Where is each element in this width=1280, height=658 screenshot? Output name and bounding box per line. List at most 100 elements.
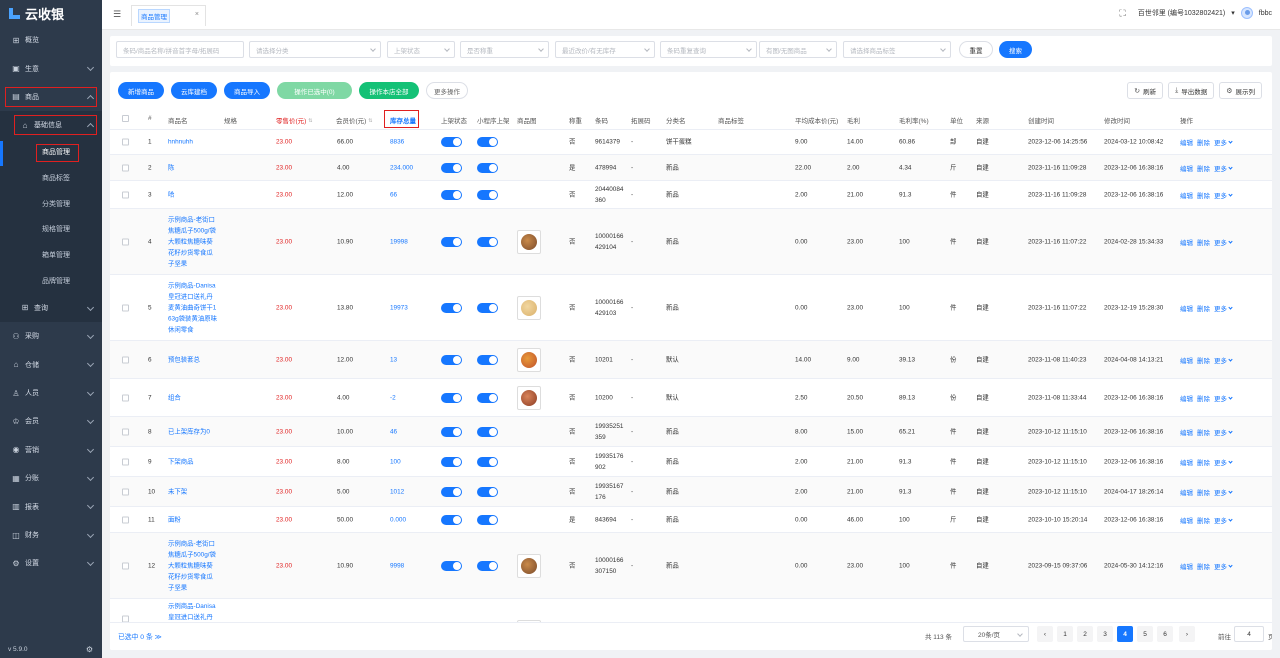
edit-link[interactable]: 编辑 [1180, 459, 1193, 467]
page-6[interactable]: 6 [1157, 626, 1173, 642]
more-link[interactable]: 更多 [1214, 303, 1233, 313]
edit-link[interactable]: 编辑 [1180, 563, 1193, 571]
row-checkbox[interactable] [122, 516, 129, 523]
more-link[interactable]: 更多 [1214, 190, 1233, 200]
cell-name[interactable]: 示例商品-Danisa皇冠进口送礼丹麦黄油曲奇饼干163g袋装黄油原味休闲零食 [168, 282, 218, 333]
edit-link[interactable]: 编辑 [1180, 140, 1193, 147]
mini-program-toggle[interactable] [477, 189, 498, 200]
cell-name[interactable]: 面粉 [168, 516, 181, 523]
mini-program-toggle[interactable] [477, 354, 498, 365]
cell-name[interactable]: 示例商品-老街口焦糖瓜子500g/袋大颗粒焦糖味葵花籽炒货零食瓜子坚果 [168, 216, 216, 267]
cell-stock[interactable]: 13 [390, 356, 398, 363]
row-checkbox[interactable] [122, 394, 129, 401]
sidebar-item-basic-info[interactable]: ⌂ 基础信息 [0, 111, 102, 139]
cell-name[interactable]: 示例商品-Danisa皇冠进口送礼丹 [168, 603, 216, 621]
shelf-status-select[interactable]: 上架状态 [387, 41, 455, 58]
batch-all-button[interactable]: 操作本店全部 [359, 82, 419, 99]
shelf-toggle[interactable] [441, 162, 462, 173]
edit-link[interactable]: 编辑 [1180, 357, 1193, 365]
close-icon[interactable]: × [194, 11, 199, 18]
user-name[interactable]: fbbc [1258, 9, 1272, 17]
page-1[interactable]: 1 [1057, 626, 1073, 642]
cell-stock[interactable]: 8836 [390, 138, 405, 146]
shelf-toggle[interactable] [441, 189, 462, 200]
page-size-select[interactable]: 20条/页 [963, 626, 1029, 642]
row-checkbox[interactable] [122, 191, 129, 198]
cell-stock[interactable]: 19973 [390, 304, 408, 311]
delete-link[interactable]: 删除 [1197, 489, 1210, 497]
export-button[interactable]: ⤓ 导出数据 [1168, 82, 1215, 99]
product-image[interactable] [517, 229, 541, 254]
row-checkbox[interactable] [122, 562, 129, 569]
edit-link[interactable]: 编辑 [1180, 429, 1193, 437]
sidebar-item-staff[interactable]: ♙ 人员 [0, 379, 102, 407]
mini-program-toggle[interactable] [477, 426, 498, 437]
sidebar-item-overview[interactable]: ⊞ 概览 [0, 26, 102, 54]
sidebar-item-warehouse[interactable]: ⌂ 仓储 [0, 350, 102, 378]
mini-program-toggle[interactable] [477, 486, 498, 497]
sidebar-item-query[interactable]: ⊞ 查询 [0, 294, 102, 322]
page-2[interactable]: 2 [1077, 626, 1093, 642]
cell-stock[interactable]: -2 [390, 394, 396, 401]
row-checkbox[interactable] [122, 356, 129, 363]
shelf-toggle[interactable] [441, 514, 462, 525]
more-actions-button[interactable]: 更多操作 [426, 82, 468, 99]
edit-link[interactable]: 编辑 [1180, 192, 1193, 200]
product-image[interactable] [517, 553, 541, 578]
cell-stock[interactable]: 1012 [390, 488, 405, 495]
more-link[interactable]: 更多 [1214, 137, 1233, 147]
shelf-toggle[interactable] [441, 137, 462, 147]
shelf-toggle[interactable] [441, 560, 462, 571]
sidebar-item-goods-management[interactable]: 商品管理 [0, 140, 102, 166]
delete-link[interactable]: 删除 [1197, 517, 1210, 525]
mini-program-toggle[interactable] [477, 137, 498, 147]
row-checkbox[interactable] [122, 164, 129, 171]
cell-name[interactable]: 示例商品-老街口焦糖瓜子500g/袋大颗粒焦糖味葵花籽炒货零食瓜子坚果 [168, 540, 216, 591]
edit-link[interactable]: 编辑 [1180, 239, 1193, 247]
sidebar-item-brand-management[interactable]: 品牌管理 [0, 268, 102, 294]
shelf-toggle[interactable] [441, 426, 462, 437]
sidebar-item-business[interactable]: ▣ 生意 [0, 54, 102, 82]
fullscreen-icon[interactable]: ⛶ [1119, 7, 1126, 18]
page-4[interactable]: 4 [1117, 626, 1133, 642]
sidebar-item-split[interactable]: ▦ 分账 [0, 464, 102, 492]
cell-stock[interactable]: 100 [390, 458, 401, 465]
delete-link[interactable]: 删除 [1197, 459, 1210, 467]
mini-program-toggle[interactable] [477, 302, 498, 313]
col-member-price[interactable]: 会员价(元) ⇅ [336, 115, 373, 125]
cell-name[interactable]: 预包装套总 [168, 356, 200, 363]
goto-page-input[interactable]: 4 [1234, 626, 1264, 642]
cell-name[interactable]: 下架商品 [168, 458, 194, 465]
more-link[interactable]: 更多 [1214, 487, 1233, 497]
page-5[interactable]: 5 [1137, 626, 1153, 642]
tab-goods-management[interactable]: 商品管理 × [131, 5, 206, 26]
category-select[interactable]: 请选择分类 [249, 41, 381, 58]
mini-program-toggle[interactable] [477, 560, 498, 571]
shelf-toggle[interactable] [441, 302, 462, 313]
more-link[interactable]: 更多 [1214, 515, 1233, 525]
shelf-toggle[interactable] [441, 456, 462, 467]
page-3[interactable]: 3 [1097, 626, 1113, 642]
more-link[interactable]: 更多 [1214, 393, 1233, 403]
row-checkbox[interactable] [122, 304, 129, 311]
sidebar-item-goods[interactable]: ▤ 商品 [0, 83, 102, 111]
avatar[interactable] [1240, 7, 1253, 19]
edit-link[interactable]: 编辑 [1180, 165, 1193, 173]
select-all-checkbox[interactable] [122, 115, 129, 122]
delete-link[interactable]: 删除 [1197, 357, 1210, 365]
mini-program-toggle[interactable] [477, 514, 498, 525]
delete-link[interactable]: 删除 [1197, 429, 1210, 437]
row-checkbox[interactable] [122, 458, 129, 465]
menu-collapse-icon[interactable]: ☰ [113, 9, 122, 19]
chevron-down-icon[interactable]: ▾ [1231, 10, 1235, 17]
shelf-toggle[interactable] [441, 354, 462, 365]
delete-link[interactable]: 删除 [1197, 192, 1210, 200]
delete-link[interactable]: 删除 [1197, 563, 1210, 571]
cell-name[interactable]: 陈 [168, 164, 175, 171]
tag-select[interactable]: 请选择商品标签 [843, 41, 951, 58]
product-image[interactable] [517, 347, 541, 372]
import-goods-button[interactable]: 商品导入 [224, 82, 270, 99]
mini-program-toggle[interactable] [477, 236, 498, 247]
cell-name[interactable]: 组合 [168, 394, 181, 401]
gear-icon[interactable]: ⚙ [85, 645, 93, 654]
